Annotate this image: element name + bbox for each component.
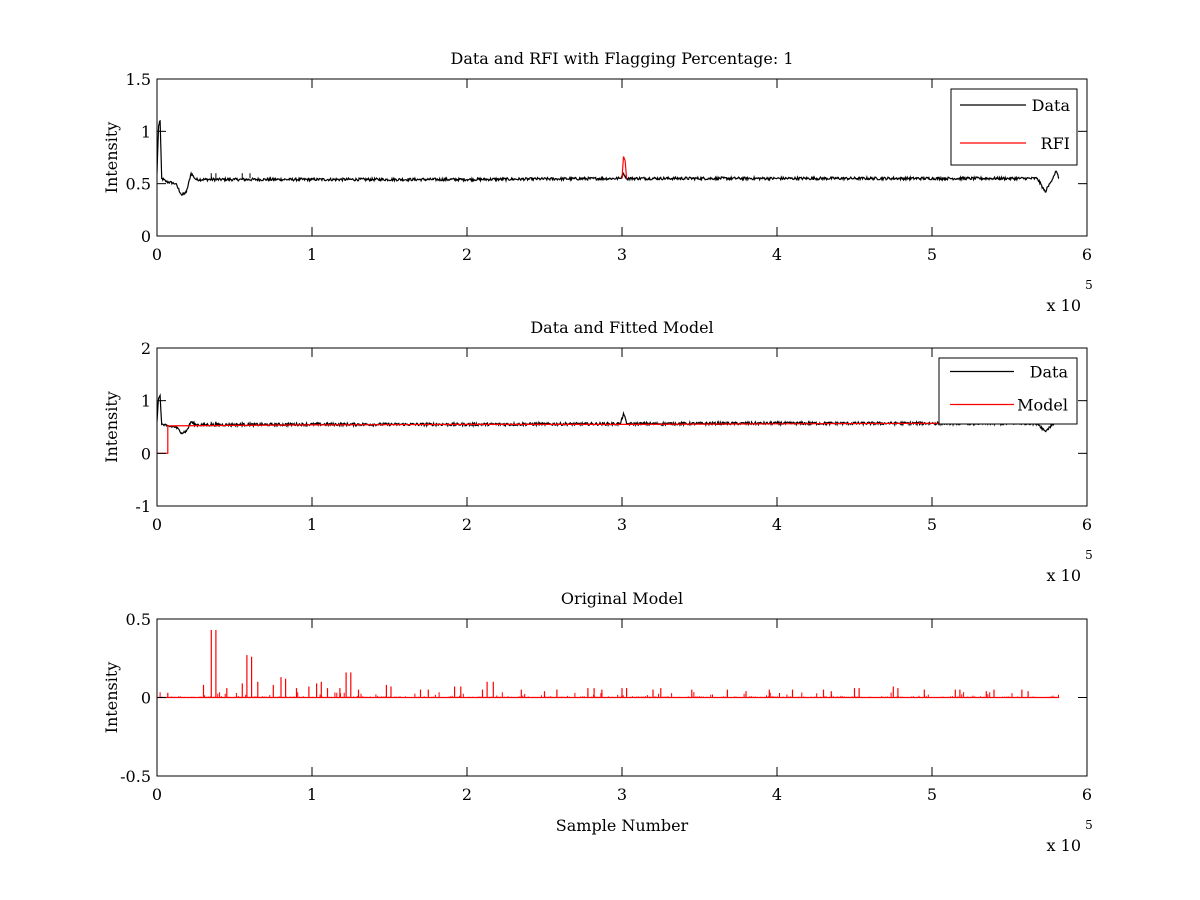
legend-box <box>938 357 1078 425</box>
series-data <box>157 119 1060 197</box>
y-tick-label: 0.5 <box>126 610 151 629</box>
y-axis-label: Intensity <box>102 122 121 194</box>
x-exponent: 5 <box>1085 818 1093 832</box>
x-tick-label: 5 <box>927 515 937 534</box>
legend-label-data: Data <box>1030 363 1069 382</box>
y-tick-label: 0 <box>141 227 151 246</box>
chart-title: Data and Fitted Model <box>530 318 713 337</box>
y-axis-label: Intensity <box>102 662 121 734</box>
x-tick-label: 2 <box>462 785 472 804</box>
x-tick-label: 1 <box>307 515 317 534</box>
x-multiplier: x 10 <box>1047 836 1081 855</box>
plot-area <box>157 348 1087 506</box>
x-tick-label: 2 <box>462 245 472 264</box>
legend: Data Model <box>938 357 1078 425</box>
x-multiplier: x 10 <box>1047 566 1081 585</box>
x-tick-label: 3 <box>617 515 627 534</box>
chart-title: Data and RFI with Flagging Percentage: 1 <box>450 49 793 68</box>
legend-label-model: Model <box>1017 396 1068 415</box>
x-tick-label: 4 <box>772 515 782 534</box>
x-tick-label: 0 <box>152 785 162 804</box>
x-tick-label: 4 <box>772 785 782 804</box>
chart-panel-1: 0 1 2 3 4 5 6 0 0.5 1 1.5 Data and RFI with Flaggin… <box>102 49 1093 315</box>
y-tick-label: 1 <box>141 122 151 141</box>
y-axis-label: Intensity <box>102 391 121 463</box>
legend-label-rfi: RFI <box>1041 134 1070 153</box>
y-tick-label: 1.5 <box>126 70 151 89</box>
series-model <box>157 422 1060 454</box>
y-tick-label: 1 <box>141 392 151 411</box>
chart-title: Original Model <box>561 589 683 608</box>
y-tick-label: 0.5 <box>126 175 151 194</box>
x-tick-label: 1 <box>307 785 317 804</box>
x-tick-label: 3 <box>617 785 627 804</box>
plot-lines <box>157 119 1060 197</box>
legend-box <box>950 88 1078 166</box>
legend-label-data: Data <box>1032 96 1071 115</box>
y-tick-label: 0 <box>141 444 151 463</box>
y-tick-label: 2 <box>141 339 151 358</box>
plot-lines <box>157 630 1060 699</box>
y-tick-label: -1 <box>135 497 151 516</box>
x-tick-label: 5 <box>927 785 937 804</box>
x-tick-label: 3 <box>617 245 627 264</box>
y-tick-label: 0 <box>141 689 151 708</box>
series-rfi <box>621 156 628 179</box>
x-tick-label: 1 <box>307 245 317 264</box>
y-tick-label: -0.5 <box>120 767 151 786</box>
x-tick-label: 4 <box>772 245 782 264</box>
x-exponent: 5 <box>1085 548 1093 562</box>
x-multiplier: x 10 <box>1047 296 1081 315</box>
x-tick-label: 6 <box>1082 515 1092 534</box>
legend: Data RFI <box>950 88 1078 166</box>
x-tick-label: 6 <box>1082 245 1092 264</box>
x-tick-label: 6 <box>1082 785 1092 804</box>
plot-area <box>157 79 1087 236</box>
x-tick-label: 0 <box>152 515 162 534</box>
x-exponent: 5 <box>1085 278 1093 292</box>
x-tick-label: 2 <box>462 515 472 534</box>
plot-lines <box>157 393 1060 454</box>
x-tick-label: 0 <box>152 245 162 264</box>
x-axis-label: Sample Number <box>556 816 689 835</box>
x-tick-label: 5 <box>927 245 937 264</box>
